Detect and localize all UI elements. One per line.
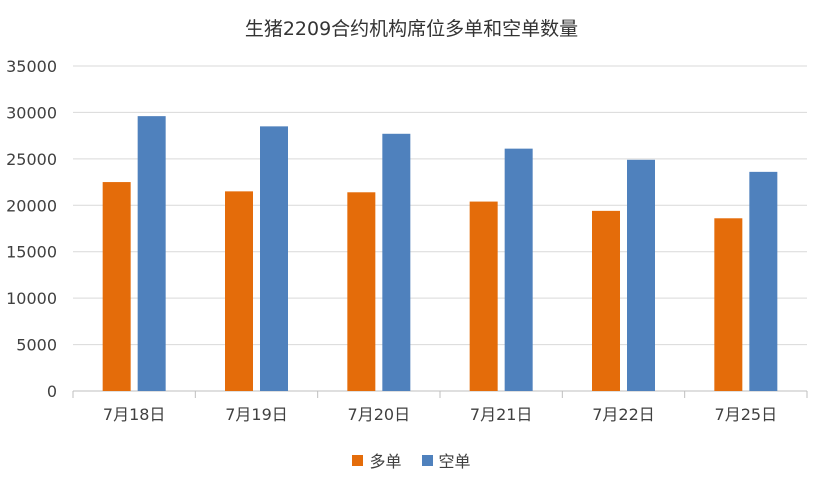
y-tick-label: 35000 xyxy=(6,57,57,76)
bar-short xyxy=(749,171,778,391)
y-tick-label: 15000 xyxy=(6,243,57,262)
bar-long xyxy=(592,210,620,391)
x-tick-label: 7月25日 xyxy=(715,405,778,424)
x-tick-label: 7月20日 xyxy=(348,405,411,424)
x-tick-label: 7月19日 xyxy=(225,405,288,424)
y-tick-label: 25000 xyxy=(6,150,57,169)
bar-long xyxy=(714,218,743,391)
bar-short xyxy=(627,159,655,391)
legend-item-long: 多单 xyxy=(352,448,402,472)
legend-label-long: 多单 xyxy=(369,452,402,471)
bar-short xyxy=(382,133,411,392)
legend: 多单 空单 xyxy=(0,448,823,472)
legend-item-short: 空单 xyxy=(421,448,471,472)
bar-short xyxy=(137,116,166,392)
y-tick-label: 20000 xyxy=(6,196,57,215)
bar-long xyxy=(469,201,498,391)
y-tick-label: 5000 xyxy=(16,336,57,355)
legend-label-short: 空单 xyxy=(438,452,471,471)
y-tick-label: 0 xyxy=(47,382,57,401)
bar-long xyxy=(102,182,131,391)
x-tick-label: 7月21日 xyxy=(470,405,533,424)
x-tick-label: 7月18日 xyxy=(103,405,166,424)
bar-short xyxy=(260,126,288,391)
chart-title: 生猪2209合约机构席位多单和空单数量 xyxy=(244,18,579,40)
legend-swatch-long xyxy=(352,454,364,466)
bar-long xyxy=(347,192,376,391)
legend-swatch-short xyxy=(421,454,433,466)
bar-short xyxy=(504,148,533,391)
x-tick-label: 7月22日 xyxy=(592,405,655,424)
bar-long xyxy=(225,191,253,391)
y-tick-label: 30000 xyxy=(6,103,57,122)
y-tick-label: 10000 xyxy=(6,289,57,308)
